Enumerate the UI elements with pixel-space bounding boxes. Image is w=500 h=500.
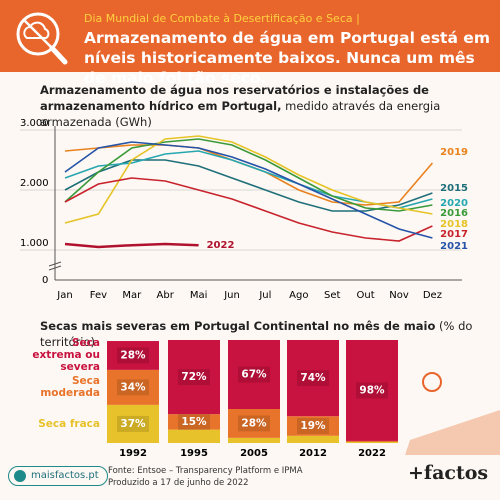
label-box [117, 415, 149, 432]
series-label: 2020 [440, 198, 468, 209]
value-label: 74% [300, 372, 326, 384]
logo: +factos [408, 462, 489, 484]
bar-segment [107, 369, 159, 405]
label-box [297, 418, 329, 435]
bar-chart-title: Secas mais severas em Portugal Continent… [40, 318, 490, 350]
legend-item: Seca moderada [40, 375, 100, 400]
y-break-label: 0 [42, 275, 48, 286]
series-label: 2015 [440, 183, 468, 194]
x-tick-label: Mar [122, 290, 142, 301]
x-tick-label: Abr [157, 290, 175, 301]
series-label: 2016 [440, 208, 468, 219]
x-tick-label: 1992 [119, 448, 147, 459]
label-box [238, 415, 270, 432]
bar-segment [168, 414, 220, 430]
x-tick-label: Jul [258, 290, 271, 301]
headline: Armazenamento de água em Portugal está e… [84, 29, 490, 87]
y-tick-label: 3.000 [20, 118, 49, 129]
label-box [178, 413, 210, 430]
bar-segment [168, 340, 220, 415]
bar-segment [228, 409, 280, 438]
bar-segment [287, 416, 339, 436]
icon [16, 12, 68, 65]
series-line [64, 141, 433, 239]
value-label: 34% [120, 381, 146, 393]
value-label: 19% [300, 420, 326, 432]
decor-ground [405, 410, 500, 455]
line-chart-title: Armazenamento de água nos reservatórios … [40, 82, 490, 130]
label-box [117, 379, 149, 396]
value-label: 37% [120, 418, 146, 430]
series-label: 2021 [440, 241, 468, 252]
bar-segment [107, 341, 159, 370]
x-tick-label: 2005 [240, 448, 268, 459]
x-tick-label: Jan [56, 290, 72, 301]
bar-segment [346, 440, 398, 442]
legend-item: Seca fraca [38, 417, 100, 430]
header-text: Dia Mundial de Combate à Desertificação … [84, 7, 494, 88]
series-label: 2017 [440, 229, 468, 240]
value-label: 28% [120, 349, 146, 361]
value-label: 67% [241, 369, 267, 381]
bar-segment [107, 404, 159, 443]
x-tick-label: 1995 [180, 448, 208, 459]
series-line [64, 159, 433, 212]
bar-segment [287, 340, 339, 417]
series-line [64, 135, 433, 224]
label-box [238, 366, 270, 383]
bar-segment [228, 340, 280, 410]
chart-title: Armazenamento de água nos reservatórios … [40, 83, 429, 113]
bar-segment [346, 340, 398, 441]
series-label: 2022 [207, 240, 235, 251]
series-line [64, 144, 434, 206]
axis-break [48, 261, 62, 271]
value-label: 15% [181, 416, 207, 428]
x-tick-label: Ago [289, 290, 308, 301]
x-tick-label: Out [357, 290, 375, 301]
chart-subtitle: (% do território) [40, 319, 473, 349]
x-tick-label: Set [324, 290, 341, 301]
value-label: 28% [241, 417, 267, 429]
bar-segment [287, 435, 339, 443]
kicker: Dia Mundial de Combate à Desertificação … [84, 12, 360, 25]
x-tick-label: 2022 [358, 448, 386, 459]
y-tick-label: 2.000 [20, 178, 49, 189]
series-label: 2018 [440, 219, 468, 230]
source: Fonte: Entsoe – Transparency Platform e … [108, 465, 303, 489]
label-box [297, 370, 329, 387]
site-link[interactable]: maisfactos.pt [8, 466, 108, 486]
y-tick-label: 1.000 [20, 238, 49, 249]
source-line: Fonte: Entsoe – Transparency Platform e … [108, 466, 303, 476]
label-box [178, 369, 210, 386]
date-line: Produzido a 17 de junho de 2022 [108, 478, 249, 488]
label-box [117, 347, 149, 364]
x-tick-label: Dez [423, 290, 442, 301]
x-tick-label: Jun [223, 290, 240, 301]
label-box [356, 382, 388, 399]
bar-segment [346, 441, 398, 443]
series-label: 2019 [440, 147, 468, 158]
x-tick-label: 2012 [299, 448, 327, 459]
series-line [64, 177, 433, 242]
x-tick-label: Nov [389, 290, 409, 301]
x-tick-label: Fev [90, 290, 107, 301]
bar-segment [228, 437, 280, 443]
series-line [64, 242, 199, 249]
series-line [64, 138, 433, 212]
value-label: 72% [181, 371, 207, 383]
chart-title: Secas mais severas em Portugal Continent… [40, 319, 436, 333]
decor-sun [422, 372, 442, 392]
value-label: 98% [359, 384, 385, 396]
legend-item: Seca extrema ou severa [32, 337, 100, 374]
bar-segment [168, 429, 220, 443]
header: Dia Mundial de Combate à Desertificação … [0, 0, 500, 87]
x-tick-label: Mai [190, 290, 208, 301]
chart-subtitle: medido através da energia armazenada (GW… [40, 99, 441, 129]
